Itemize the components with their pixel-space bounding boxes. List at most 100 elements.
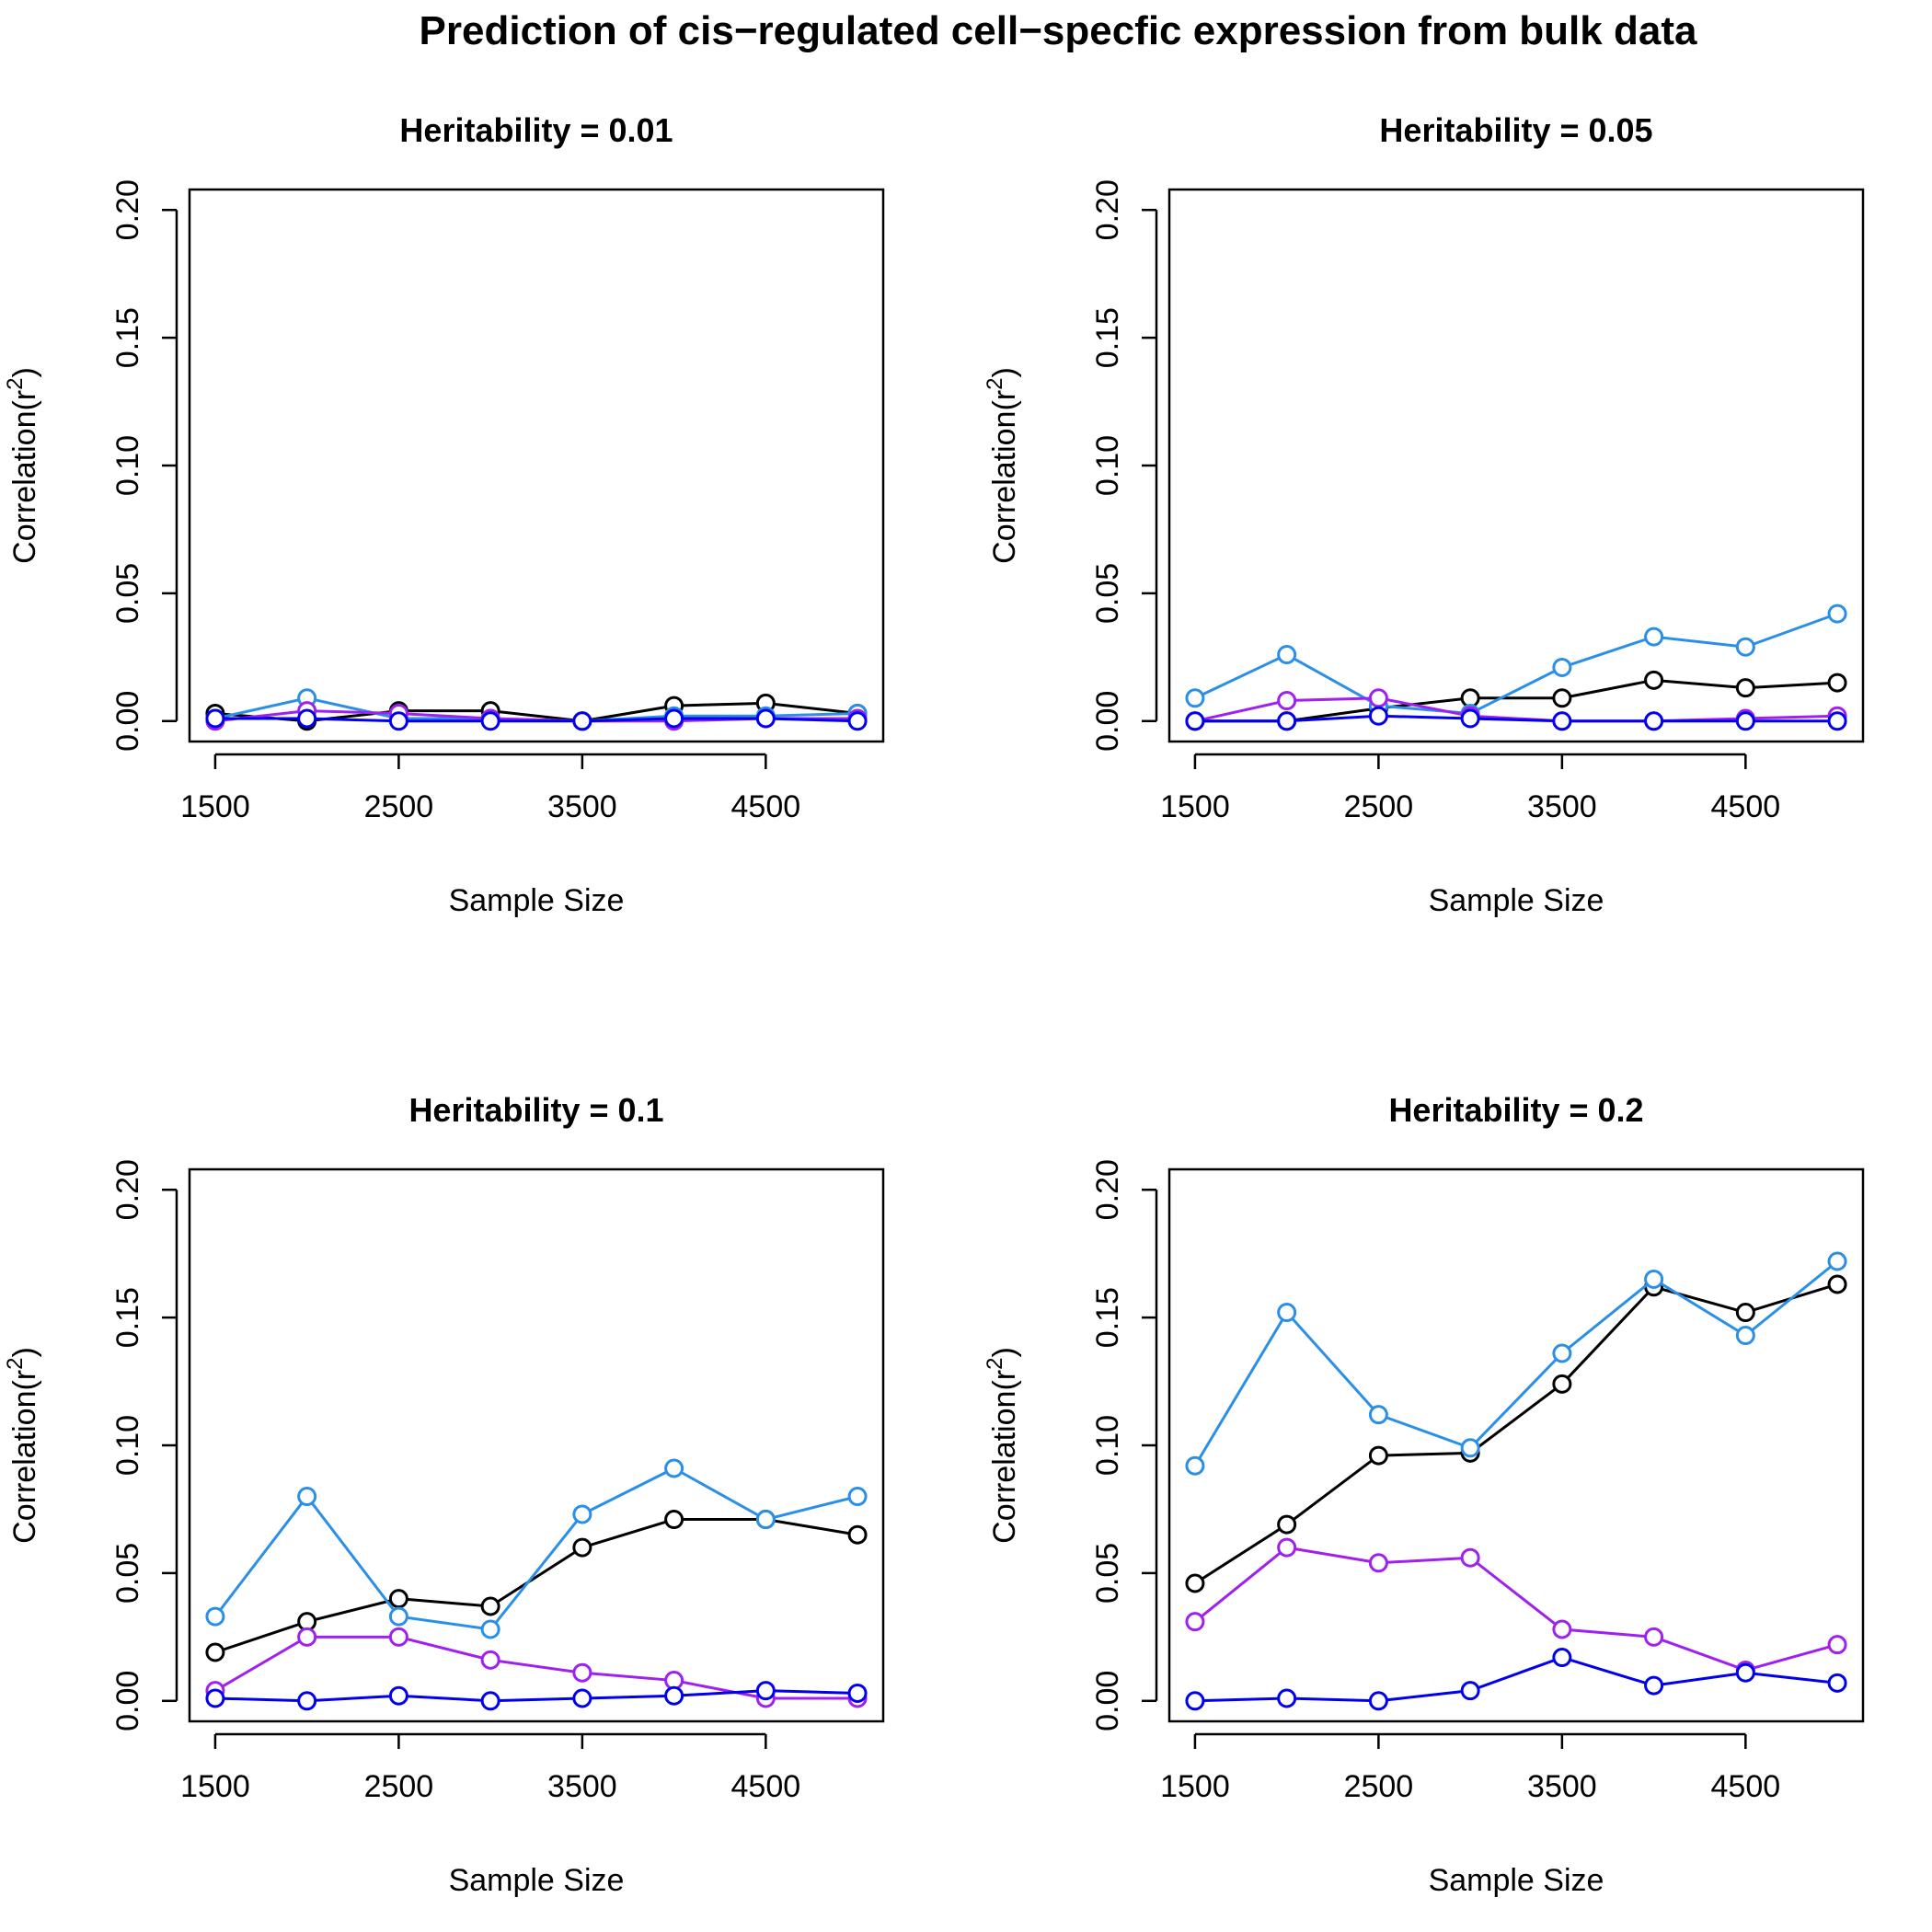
- y-axis-label: Correlation(r2): [983, 1347, 1022, 1544]
- data-point: [480, 1650, 500, 1670]
- x-axis-label: Sample Size: [449, 883, 625, 918]
- data-point: [572, 1537, 592, 1558]
- x-tick-label: 2500: [364, 1769, 434, 1804]
- data-point: [1277, 1303, 1297, 1323]
- y-axis-label: Correlation(r2): [3, 1347, 42, 1544]
- data-point: [847, 1683, 868, 1703]
- plot-frame: [1167, 1167, 1865, 1723]
- x-tick-label: 4500: [731, 1769, 801, 1804]
- data-point: [664, 1458, 684, 1478]
- data-point: [572, 1504, 592, 1524]
- data-point: [1552, 688, 1572, 708]
- data-point: [388, 1606, 408, 1627]
- y-tick-label: 0.10: [110, 435, 145, 496]
- data-point: [1552, 1648, 1572, 1668]
- data-point: [1827, 1673, 1847, 1693]
- data-point: [1185, 1612, 1205, 1632]
- x-tick-label: 3500: [1527, 789, 1597, 824]
- plot-frame: [188, 188, 885, 743]
- y-axis-label: Correlation(r2): [983, 367, 1022, 564]
- series-line-2: [1194, 612, 1838, 715]
- series-line-2: [1193, 1259, 1839, 1466]
- x-tick-label: 3500: [1527, 1769, 1597, 1804]
- data-point: [480, 711, 500, 731]
- data-point: [297, 1487, 317, 1507]
- y-tick-label: 0.05: [110, 1543, 145, 1604]
- x-axis-label: Sample Size: [1429, 1863, 1604, 1898]
- data-point: [297, 708, 317, 729]
- data-point: [205, 1606, 225, 1627]
- data-point: [1460, 1547, 1480, 1568]
- data-point: [1827, 1251, 1847, 1271]
- data-point: [1735, 637, 1755, 657]
- data-point: [847, 711, 868, 731]
- data-point: [1735, 1662, 1755, 1683]
- data-point: [572, 1688, 592, 1708]
- series-line-4: [1194, 714, 1838, 723]
- y-tick-label: 0.00: [110, 1671, 145, 1731]
- y-tick-label: 0.05: [1090, 563, 1125, 624]
- panel-title: Heritability = 0.01: [399, 111, 673, 149]
- x-tick-label: 2500: [1344, 1769, 1414, 1804]
- data-point: [480, 1619, 500, 1639]
- data-point: [1277, 645, 1297, 665]
- y-axis-label: Correlation(r2): [3, 367, 42, 564]
- y-tick-label: 0.20: [110, 179, 145, 240]
- y-tick-label: 0.15: [1090, 1287, 1125, 1348]
- data-point: [1277, 1514, 1297, 1535]
- data-point: [1185, 711, 1205, 731]
- series-line-3: [214, 1635, 858, 1700]
- data-point: [1368, 1405, 1388, 1425]
- data-point: [1735, 1303, 1755, 1323]
- data-point: [1552, 1343, 1572, 1363]
- data-point: [297, 1691, 317, 1711]
- data-point: [297, 1627, 317, 1647]
- data-point: [1368, 1691, 1388, 1711]
- data-point: [572, 711, 592, 731]
- panel-1: Heritability = 0.01 1500 2500 3500 4500 Sampl…: [3, 111, 885, 918]
- data-point: [480, 1691, 500, 1711]
- x-tick-label: 2500: [364, 789, 434, 824]
- x-tick-label: 1500: [180, 1769, 250, 1804]
- data-point: [1277, 691, 1297, 711]
- series-line-1: [1194, 1282, 1838, 1585]
- plot-frame: [1167, 188, 1865, 743]
- y-tick-label: 0.10: [110, 1415, 145, 1476]
- data-point: [1185, 688, 1205, 708]
- y-tick-label: 0.20: [1090, 1159, 1125, 1220]
- x-tick-label: 1500: [1160, 789, 1230, 824]
- data-point: [664, 1510, 684, 1530]
- data-point: [572, 1662, 592, 1683]
- y-tick-label: 0.20: [1090, 179, 1125, 240]
- data-point: [664, 1685, 684, 1706]
- data-point: [664, 708, 684, 729]
- x-axis-label: Sample Size: [1429, 883, 1604, 918]
- panel-title: Heritability = 0.1: [408, 1091, 663, 1129]
- data-point: [1827, 673, 1847, 693]
- data-point: [1735, 1326, 1755, 1346]
- data-point: [388, 711, 408, 731]
- data-point: [1735, 678, 1755, 698]
- y-tick-label: 0.15: [110, 307, 145, 368]
- data-point: [1827, 711, 1847, 731]
- data-point: [1827, 1635, 1847, 1655]
- data-point: [847, 1487, 868, 1507]
- data-point: [1185, 1455, 1205, 1476]
- panel-3: Heritability = 0.1 1500 2500 3500 4500 Sample…: [3, 1091, 885, 1898]
- data-point: [847, 1524, 868, 1545]
- data-point: [1277, 1537, 1297, 1558]
- data-point: [755, 1510, 776, 1530]
- data-point: [1185, 1573, 1205, 1593]
- data-point: [1368, 706, 1388, 726]
- data-point: [1552, 1619, 1572, 1639]
- data-point: [205, 1642, 225, 1662]
- main-title: Prediction of cis−regulated cell−specfic…: [420, 8, 1697, 53]
- data-point: [205, 708, 225, 729]
- data-point: [1552, 657, 1572, 677]
- x-tick-label: 4500: [1711, 789, 1781, 824]
- x-tick-label: 4500: [731, 789, 801, 824]
- panel-title: Heritability = 0.05: [1379, 111, 1652, 149]
- data-point: [388, 1589, 408, 1609]
- y-tick-label: 0.05: [110, 563, 145, 624]
